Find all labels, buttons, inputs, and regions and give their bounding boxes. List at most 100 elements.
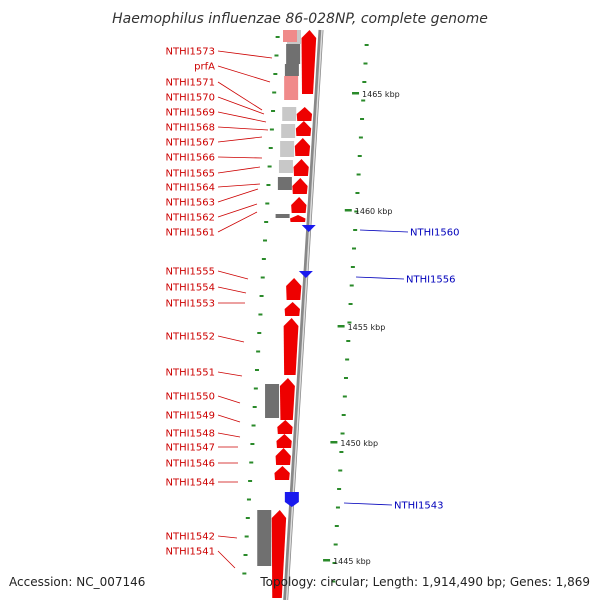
left-tick (264, 221, 269, 223)
overlap-gene-block (265, 384, 280, 418)
right-tick (331, 580, 336, 583)
left-gene-label: NTHI1567 (165, 138, 215, 149)
left-gene-label: NTHI1569 (165, 108, 215, 119)
left-leader-line (217, 432, 241, 438)
left-tick (249, 461, 254, 464)
forward-gene-arrow (295, 121, 312, 136)
left-leader-line (217, 156, 263, 159)
kbp-tick (323, 559, 331, 562)
overlap-gene-block (275, 214, 290, 218)
right-tick (338, 469, 343, 472)
right-leader-line (359, 229, 409, 233)
left-tick (261, 258, 266, 260)
left-gene-label: NTHI1570 (165, 93, 215, 104)
left-gene-label: NTHI1553 (165, 299, 215, 310)
right-tick (342, 395, 347, 398)
overlap-gene-block (281, 124, 296, 138)
left-gene-label: NTHI1554 (165, 283, 215, 294)
right-tick (335, 506, 340, 509)
overlap-gene-block (284, 64, 299, 76)
right-tick (363, 62, 368, 65)
left-gene-label: NTHI1550 (165, 392, 215, 403)
forward-gene-arrow (301, 30, 317, 94)
left-leader-line (217, 270, 249, 280)
overlap-gene-block (278, 160, 293, 173)
left-leader-line (217, 65, 271, 83)
left-gene-label: NTHI1549 (165, 411, 215, 422)
right-leader-line (343, 502, 393, 506)
left-gene-label: NTHI1542 (165, 532, 215, 543)
accession-text: Accession: NC_007146 (9, 575, 145, 589)
left-tick (254, 369, 259, 371)
kbp-label: 1450 kbp (340, 439, 378, 448)
left-tick (266, 184, 271, 186)
left-tick (272, 91, 277, 94)
right-tick (348, 303, 353, 305)
gene-labels: NTHI1573 prfA NTHI1571 NTHI1570 NTHI1569 NTHI… (165, 47, 459, 558)
right-tick (349, 284, 354, 287)
left-tick (273, 73, 278, 75)
kbp-scale-labels: 1465 kbp 1460 kbp 1455 kbp 1450 kbp 1445 kbp (323, 90, 400, 566)
left-gene-label: NTHI1547 (165, 443, 215, 454)
forward-gene-arrow (290, 215, 306, 222)
left-tick (242, 572, 247, 575)
genome-title: Haemophilus influenzae 86-028NP, complet… (112, 11, 488, 27)
kbp-tick (352, 92, 360, 95)
left-tick (246, 498, 251, 501)
left-tick (258, 313, 263, 316)
forward-gene-arrow (279, 378, 295, 420)
left-gene-label: NTHI1566 (165, 153, 215, 164)
left-leader-line (217, 286, 247, 294)
left-leader-line (217, 414, 241, 423)
kbp-tick (330, 441, 338, 444)
forward-gene-arrow (293, 159, 309, 176)
forward-gene-arrow (296, 107, 313, 121)
forward-gene-arrow (275, 448, 291, 465)
kbp-label: 1460 kbp (355, 207, 393, 216)
left-leader-line (217, 126, 269, 131)
gene-track (257, 30, 317, 598)
left-leader-line (217, 96, 265, 115)
reverse-gene-arrow (284, 492, 299, 507)
forward-gene-arrow (286, 278, 302, 300)
right-tick (360, 118, 365, 120)
left-tick (245, 517, 250, 519)
kbp-label: 1455 kbp (348, 323, 386, 332)
overlap-gene-block (284, 76, 299, 100)
left-tick (263, 239, 268, 242)
left-gene-label: NTHI1555 (165, 267, 215, 278)
overlap-gene-block (280, 141, 295, 157)
left-tick (252, 406, 257, 408)
left-tick (271, 110, 276, 112)
left-leader-line (217, 371, 243, 377)
left-leader-line (217, 188, 259, 203)
left-tick (268, 147, 273, 149)
forward-gene-arrow (291, 197, 307, 213)
forward-gene-arrow (283, 318, 299, 375)
left-tick (259, 295, 264, 297)
right-tick (337, 488, 342, 490)
right-tick (358, 136, 363, 139)
right-tick (357, 155, 362, 157)
overlap-gene-block (286, 44, 301, 64)
left-gene-label: NTHI1546 (165, 459, 215, 470)
left-leader-line (217, 335, 245, 343)
reverse-gene-arrow (298, 271, 313, 278)
left-tick (267, 165, 272, 168)
kbp-label: 1465 kbp (362, 90, 400, 99)
left-gene-label: NTHI1573 (165, 47, 215, 58)
left-tick (251, 424, 256, 427)
left-tick (257, 332, 262, 334)
left-tick (250, 443, 255, 445)
right-tick (354, 210, 359, 213)
right-tick (355, 192, 360, 194)
left-tick (256, 350, 261, 353)
left-leader-line (217, 50, 273, 59)
forward-gene-arrow (277, 420, 293, 434)
left-leader-line (217, 211, 258, 233)
right-tick (339, 451, 344, 453)
kbp-label: 1445 kbp (333, 557, 371, 566)
right-tick (353, 229, 358, 231)
label-leader-lines (217, 50, 409, 569)
kbp-tick (337, 325, 345, 328)
